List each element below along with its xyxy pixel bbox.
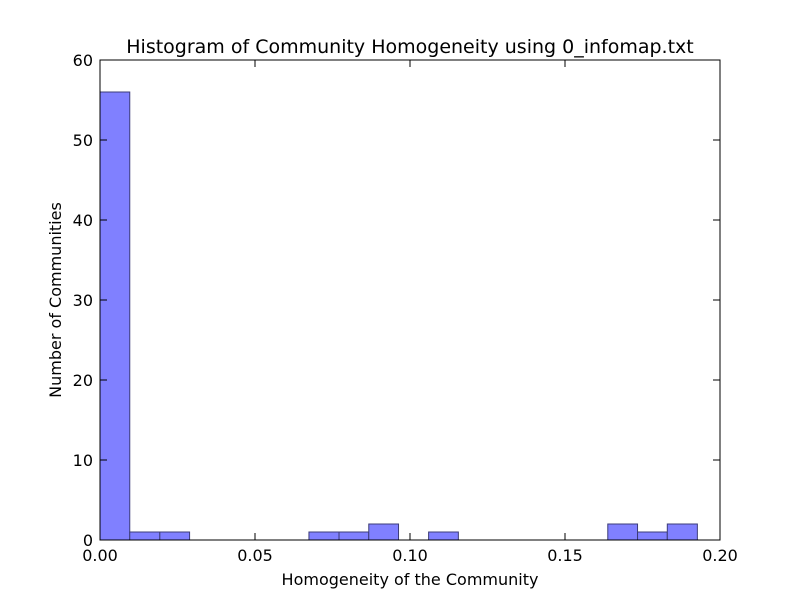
- histogram-bar-18: [637, 531, 668, 541]
- x-tick-label-2: 0.10: [392, 546, 428, 565]
- y-tick-label-3: 30: [73, 291, 93, 310]
- histogram-bar-7: [308, 531, 340, 541]
- histogram-bar-11: [428, 531, 459, 541]
- y-tick-label-2: 20: [73, 371, 93, 390]
- histogram-bar-0: [99, 91, 131, 541]
- y-axis-label: Number of Communities: [46, 202, 65, 398]
- x-tick-label-1: 0.05: [237, 546, 273, 565]
- y-tick-label-4: 40: [73, 211, 93, 230]
- chart-title: Histogram of Community Homogeneity using…: [126, 36, 693, 58]
- y-tick-label-5: 50: [73, 131, 93, 150]
- y-tick-label-1: 10: [73, 451, 93, 470]
- histogram-bar-8: [338, 531, 370, 541]
- bars-group: [99, 91, 698, 541]
- histogram-bar-17: [607, 523, 639, 541]
- histogram-bar-9: [368, 523, 400, 541]
- x-tick-label-4: 0.20: [702, 546, 738, 565]
- histogram-bar-19: [666, 523, 698, 541]
- axis-ticks: 0.00 0.05 0.10 0.15 0.20 0 10 20 30 40 50 60: [73, 51, 738, 565]
- y-tick-label-6: 60: [73, 51, 93, 70]
- x-tick-label-3: 0.15: [547, 546, 583, 565]
- x-tick-label-0: 0.00: [82, 546, 118, 565]
- y-tick-label-0: 0: [83, 531, 93, 550]
- plot-frame: [99, 59, 721, 541]
- histogram-bar-2: [159, 531, 191, 541]
- x-axis-label: Homogeneity of the Community: [282, 570, 539, 589]
- histogram-bar-1: [129, 531, 161, 541]
